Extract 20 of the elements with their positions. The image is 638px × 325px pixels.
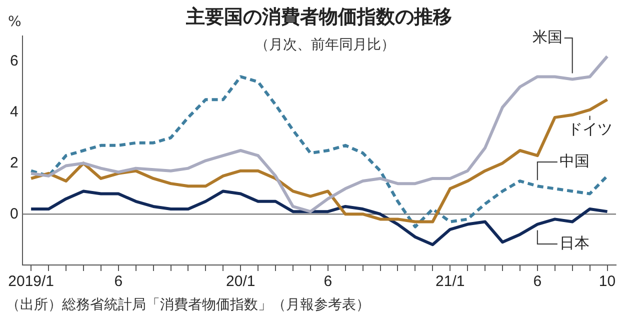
x-tick-label: 6	[114, 273, 123, 290]
x-tick-label: 20/1	[226, 273, 256, 290]
y-axis-title: %	[8, 14, 22, 30]
series-label: 中国	[559, 152, 590, 170]
x-tick-label: 6	[533, 273, 542, 290]
y-tick-label: 4	[10, 103, 18, 120]
series-label: ドイツ	[567, 120, 612, 138]
x-tick-label: 10	[598, 273, 616, 290]
series-label: 日本	[559, 234, 590, 252]
y-tick-label: 0	[10, 205, 18, 222]
y-tick-label: 2	[10, 154, 18, 172]
x-tick-label: 21/1	[436, 273, 465, 290]
text: （出所）総務省統計局「消費者物価指数」（月報参考表）	[6, 296, 370, 314]
x-tick-label: 6	[324, 273, 332, 290]
chart-subtitle: （月次、前年同月比）	[254, 36, 396, 54]
text: 米国	[532, 28, 562, 46]
chart-title: 主要国の消費者物価指数の推移	[186, 6, 452, 28]
y-tick-label: 6	[10, 52, 18, 70]
line-series	[30, 75, 609, 228]
x-tick-label: 2019/1	[8, 273, 54, 290]
